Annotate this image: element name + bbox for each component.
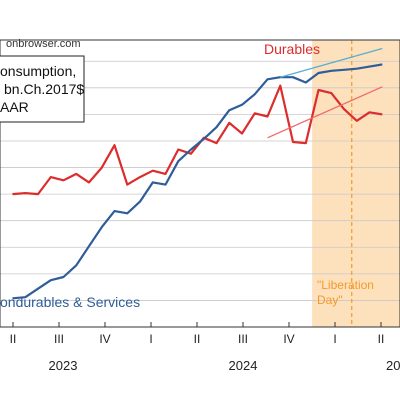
x-tick-label: IV: [283, 332, 294, 346]
x-tick-label: II: [10, 332, 17, 346]
x-tick-label: II: [378, 332, 385, 346]
x-tick-label: II: [194, 332, 201, 346]
plot-frame: [0, 39, 400, 328]
series-line-durables-trend: [267, 86, 383, 139]
series-line-nondurables-services: [12, 63, 383, 300]
x-year-label: 2023: [49, 358, 78, 373]
liberation-label-2: Day": [317, 293, 343, 307]
series-line-durables: [12, 84, 383, 196]
durables-label: Durables: [264, 41, 320, 57]
legend-line-3: AAR: [0, 99, 29, 115]
series-line-nondurables-services-trend: [280, 47, 383, 78]
x-tick-label: I: [149, 332, 152, 346]
series-lines: [12, 47, 383, 300]
x-year-label: 20: [386, 358, 400, 373]
x-tick-label: III: [54, 332, 64, 346]
x-tick-label: IV: [99, 332, 110, 346]
legend-line-2: bn.Ch.2017$: [4, 81, 84, 97]
x-year-label: 2024: [229, 358, 258, 373]
source-label: onbrowser.com: [6, 38, 81, 50]
legend-line-1: onsumption,: [0, 63, 76, 79]
liberation-label-1: "Liberation: [317, 278, 374, 292]
legend-box: [0, 55, 85, 123]
nondurables-label: ondurables & Services: [0, 294, 140, 310]
x-tick-label: III: [238, 332, 248, 346]
x-tick-label: I: [333, 332, 336, 346]
